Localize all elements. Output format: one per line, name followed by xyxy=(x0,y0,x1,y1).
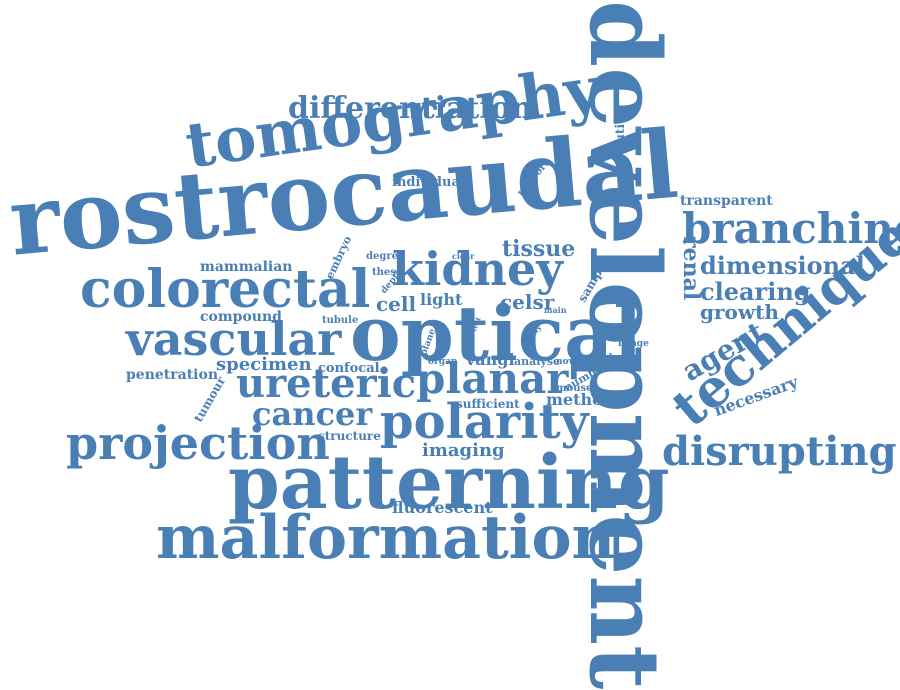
word-resolution: resolution xyxy=(613,107,627,176)
word-model: model xyxy=(578,353,613,364)
word-tissue: tissue xyxy=(502,236,576,262)
word-vangl: vangl xyxy=(466,350,515,369)
word-structure: structure xyxy=(318,429,381,443)
word-imaging: imaging xyxy=(422,440,505,461)
word-thesis: thesis xyxy=(372,267,406,278)
word-analyse: analyse xyxy=(514,355,561,368)
word-clear: clear xyxy=(452,251,475,261)
word-polarity: polarity xyxy=(380,394,589,450)
word-cancer: cancer xyxy=(252,395,373,433)
word-clearing: clearing xyxy=(700,277,811,306)
word-disrupting: disrupting xyxy=(662,428,897,475)
word-transparent: transparent xyxy=(680,193,773,209)
word-projection: projection xyxy=(66,416,330,470)
word-penetration: penetration xyxy=(126,367,218,383)
word-main: main xyxy=(544,305,567,315)
word-organ: organ xyxy=(428,357,458,367)
word-patterning: patterning xyxy=(228,440,670,526)
word-dimensional: dimensional xyxy=(700,251,865,280)
word-ureteric: ureteric xyxy=(236,360,417,407)
word-individual: individual xyxy=(392,175,465,190)
word-compound: compound xyxy=(200,309,282,325)
word-sufficient: sufficient xyxy=(456,397,520,411)
word-light: light xyxy=(420,290,463,309)
word-mammalian: mammalian xyxy=(200,259,293,275)
word-differentiation: differentiation xyxy=(288,91,533,126)
word-fluorescent: fluorescent xyxy=(392,498,493,517)
word-vascular: vascular xyxy=(126,312,342,366)
word-malformation: malformation xyxy=(156,503,616,573)
word-colorectal: colorectal xyxy=(80,259,371,320)
word-image: image xyxy=(618,339,649,349)
word-kidney: kidney xyxy=(392,242,563,296)
word-mouse: mouse xyxy=(556,383,593,394)
word-specimen: specimen xyxy=(216,354,312,375)
word-branching: branching xyxy=(682,204,900,253)
word-growth: growth xyxy=(700,300,779,324)
word-planar: planar xyxy=(416,354,569,403)
word-celsr: celsr xyxy=(500,290,555,314)
word-method: method xyxy=(546,390,614,409)
word-optical: optical xyxy=(350,289,643,378)
word-novel: novel xyxy=(556,357,583,367)
word-tubule: tubule xyxy=(322,315,359,326)
word-degree: degree xyxy=(366,251,405,262)
word-renal: renal xyxy=(678,236,704,301)
word-cell: cell xyxy=(376,292,417,316)
word-confocal: confocal xyxy=(318,361,380,376)
